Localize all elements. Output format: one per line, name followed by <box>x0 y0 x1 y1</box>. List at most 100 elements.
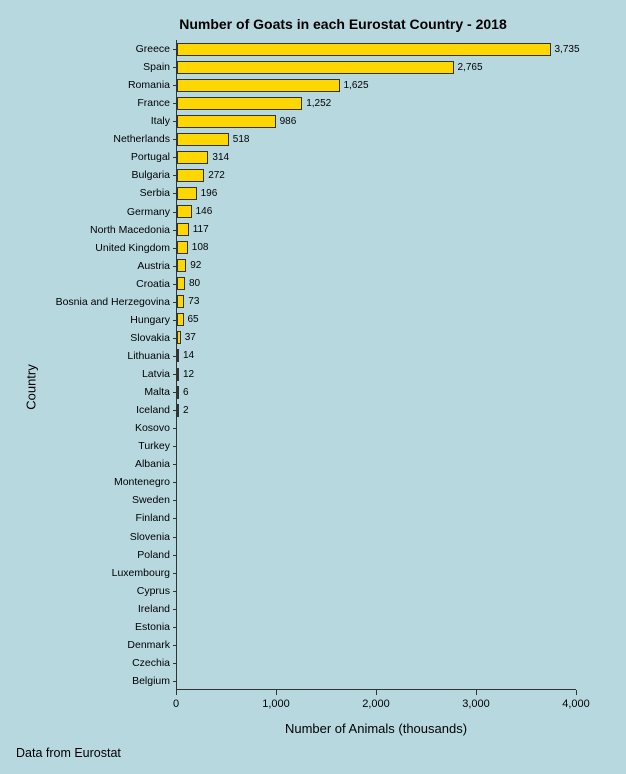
y-tick-label: Luxembourg <box>112 567 170 579</box>
bar-value-label: 986 <box>280 116 297 127</box>
y-tick-label: Netherlands <box>113 133 170 145</box>
x-tick-mark <box>576 690 577 695</box>
x-tick-label: 4,000 <box>562 698 590 710</box>
x-tick-label: 2,000 <box>362 698 390 710</box>
bar-row: 73 <box>177 293 199 311</box>
y-tick-mark <box>173 464 177 465</box>
y-tick-label: Serbia <box>140 187 170 199</box>
bar <box>177 386 179 399</box>
bar-row: 2,765 <box>177 58 483 76</box>
y-tick-label: Denmark <box>127 639 170 651</box>
y-tick-label: Bosnia and Herzegovina <box>56 296 170 308</box>
bar <box>177 205 192 218</box>
y-tick-mark <box>173 591 177 592</box>
bar <box>177 133 229 146</box>
bar-value-label: 196 <box>201 188 218 199</box>
y-tick-label: Lithuania <box>127 350 170 362</box>
y-tick-label: United Kingdom <box>95 242 170 254</box>
y-tick-mark <box>173 645 177 646</box>
y-tick-label: Cyprus <box>137 585 170 597</box>
bar-row: 3,735 <box>177 40 580 58</box>
y-tick-label: Slovakia <box>130 332 170 344</box>
bar-value-label: 146 <box>196 206 213 217</box>
bar-row: 65 <box>177 311 199 329</box>
y-tick-label: Italy <box>151 115 170 127</box>
bar-row: 6 <box>177 383 189 401</box>
y-tick-label: Ireland <box>138 603 170 615</box>
bar <box>177 313 184 326</box>
bar-value-label: 2 <box>183 405 189 416</box>
x-tick-mark <box>476 690 477 695</box>
y-tick-label: Germany <box>127 206 170 218</box>
bar <box>177 277 185 290</box>
y-tick-label: Greece <box>136 43 170 55</box>
bar-row: 2 <box>177 401 189 419</box>
bar <box>177 368 179 381</box>
y-tick-label: Poland <box>137 549 170 561</box>
bar-value-label: 108 <box>192 242 209 253</box>
y-tick-label: Estonia <box>135 621 170 633</box>
bar-row: 37 <box>177 329 196 347</box>
y-tick-mark <box>173 609 177 610</box>
bar-value-label: 73 <box>188 296 199 307</box>
y-tick-mark <box>173 428 177 429</box>
x-tick-mark <box>376 690 377 695</box>
bar-row: 1,625 <box>177 76 369 94</box>
y-tick-label: Czechia <box>132 657 170 669</box>
bar <box>177 349 179 362</box>
bar-row: 196 <box>177 184 217 202</box>
bar-row: 12 <box>177 365 194 383</box>
bar-row: 146 <box>177 203 212 221</box>
bar <box>177 259 186 272</box>
y-tick-mark <box>173 555 177 556</box>
y-tick-mark <box>173 537 177 538</box>
bar-row: 518 <box>177 130 249 148</box>
bar-row: 314 <box>177 148 229 166</box>
y-tick-mark <box>173 446 177 447</box>
y-tick-label: Sweden <box>132 494 170 506</box>
bar-value-label: 2,765 <box>458 62 483 73</box>
y-tick-mark <box>173 573 177 574</box>
bar <box>177 404 179 417</box>
bar-value-label: 80 <box>189 278 200 289</box>
x-axis-title: Number of Animals (thousands) <box>176 721 576 736</box>
x-tick-label: 3,000 <box>462 698 490 710</box>
bar-row: 1,252 <box>177 94 331 112</box>
y-tick-label: Bulgaria <box>131 169 170 181</box>
x-axis-ticks: 01,0002,0003,0004,000 <box>176 690 576 720</box>
bar <box>177 169 204 182</box>
bar-value-label: 3,735 <box>555 44 580 55</box>
x-tick-mark <box>176 690 177 695</box>
y-tick-label: North Macedonia <box>90 224 170 236</box>
y-tick-mark <box>173 500 177 501</box>
y-tick-label: Kosovo <box>135 422 170 434</box>
bar-row: 117 <box>177 221 209 239</box>
y-tick-label: Portugal <box>131 151 170 163</box>
bar-row: 14 <box>177 347 194 365</box>
y-axis-title: Country <box>23 364 38 410</box>
y-tick-mark <box>173 663 177 664</box>
bar-value-label: 12 <box>183 369 194 380</box>
bar <box>177 61 454 74</box>
y-tick-label: Austria <box>137 260 170 272</box>
bar <box>177 115 276 128</box>
bar-value-label: 37 <box>185 332 196 343</box>
y-tick-label: Belgium <box>132 675 170 687</box>
bar-row: 92 <box>177 257 201 275</box>
y-tick-label: Iceland <box>136 404 170 416</box>
bar-value-label: 314 <box>212 152 229 163</box>
bar <box>177 223 189 236</box>
chart-title: Number of Goats in each Eurostat Country… <box>0 16 626 32</box>
bar-row: 80 <box>177 275 200 293</box>
bar <box>177 331 181 344</box>
y-tick-mark <box>173 681 177 682</box>
y-tick-label: Hungary <box>130 314 170 326</box>
y-tick-label: Croatia <box>136 278 170 290</box>
bar <box>177 295 184 308</box>
y-tick-label: Finland <box>136 512 170 524</box>
y-tick-label: Latvia <box>142 368 170 380</box>
y-tick-label: Albania <box>135 458 170 470</box>
y-tick-mark <box>173 627 177 628</box>
x-tick-mark <box>276 690 277 695</box>
plot-area: 3,7352,7651,6251,25298651831427219614611… <box>176 40 576 710</box>
